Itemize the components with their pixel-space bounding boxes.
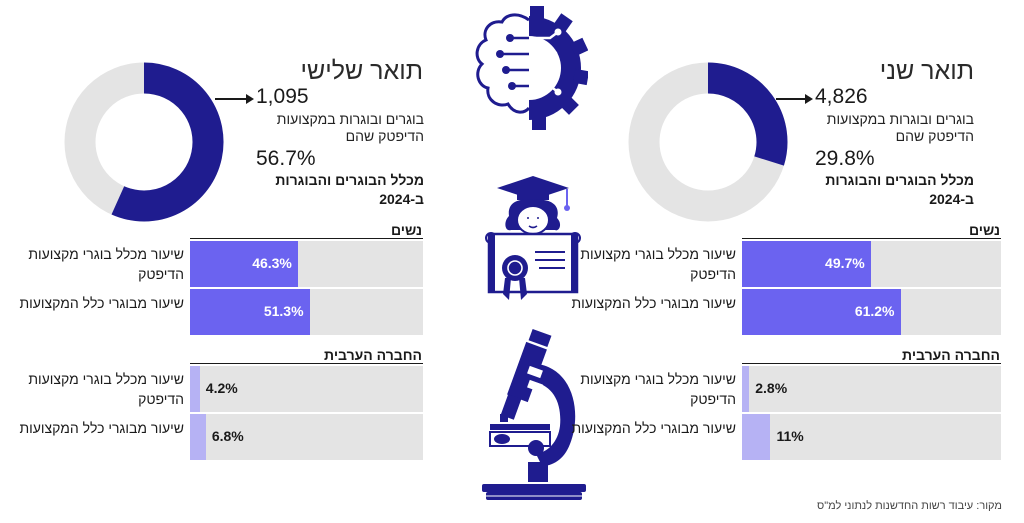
row-label-deeptech: שיעור מכלל בוגרי מקצועות הדיפטק [580,371,736,407]
bar-fill [190,241,298,287]
bar-fill [742,366,750,412]
brain-gear-icon [475,6,588,130]
share-desc-third: מכלל הבוגרים והבוגרות ב-2024 [275,172,424,207]
bar-value-label: 2.8% [755,380,788,396]
row-label-all: שיעור מבוגרי כלל המקצועות [19,295,184,311]
section-divider [742,363,1001,364]
bar-value-label: 4.2% [205,380,238,396]
donut-third-degree [64,62,224,222]
row-label-deeptech: שיעור מכלל בוגרי מקצועות הדיפטק [580,246,736,282]
section-title-women-third: נשים [390,222,422,238]
microscope-icon [482,328,586,500]
bar-fill [190,414,206,460]
graduates-count-third: 1,095 [256,85,309,108]
row-label-deeptech: שיעור מכלל בוגרי מקצועות הדיפטק [28,246,184,282]
share-percent-third: 56.7% [256,147,316,170]
bar-fill [742,414,771,460]
bar-value-label: 51.3% [263,303,304,319]
share-desc-second: מכלל הבוגרים והבוגרות ב-2024 [825,172,974,207]
section-title-arab-second: החברה הערבית [902,347,1000,363]
source-note: מקור: עיבוד רשות החדשנות לנתוני למ"ס [816,500,1002,512]
bar-track: 4.2% [190,366,423,412]
donut-third-share-arc [111,62,224,222]
section-divider [742,238,1001,239]
bar-track: 2.8% [742,366,1001,412]
donut-second-share-arc [707,62,788,166]
bar-track: 11% [742,414,1001,460]
bar-fill [190,366,200,412]
row-label-all: שיעור מבוגרי כלל המקצועות [571,420,736,436]
degree-title-third: תואר שלישי [300,57,424,85]
arrow-right-icon [215,92,254,106]
bar-track: 49.7% [742,241,1001,287]
section-title-arab-third: החברה הערבית [324,347,422,363]
share-percent-second: 29.8% [815,147,875,170]
degree-title-second: תואר שני [879,57,974,85]
bar-value-label: 6.8% [211,428,244,444]
row-label-all: שיעור מבוגרי כלל המקצועות [571,295,736,311]
graduate-diploma-icon [485,176,581,300]
row-label-deeptech: שיעור מכלל בוגרי מקצועות הדיפטק [28,371,184,407]
bar-track: 51.3% [190,289,423,335]
bar-track: 61.2% [742,289,1001,335]
graduates-count-second: 4,826 [815,85,868,108]
arrow-right-icon [776,92,813,106]
donut-second-degree [628,62,788,222]
bar-value-label: 46.3% [252,255,292,271]
bar-fill [190,289,310,335]
bar-value-label: 61.2% [854,303,895,319]
section-divider [190,238,423,239]
graduates-desc-third: בוגרים ובוגרות במקצועות הדיפטק שהם [276,111,424,144]
bar-fill [742,289,901,335]
section-title-women-second: נשים [968,222,1000,238]
bar-value-label: 11% [776,428,804,444]
bar-track: 46.3% [190,241,423,287]
bar-fill [742,241,871,287]
section-divider [190,363,423,364]
bar-value-label: 49.7% [825,255,865,271]
bar-track: 6.8% [190,414,423,460]
graduates-desc-second: בוגרים ובוגרות במקצועות הדיפטק שהם [826,111,974,144]
row-label-all: שיעור מבוגרי כלל המקצועות [19,420,184,436]
